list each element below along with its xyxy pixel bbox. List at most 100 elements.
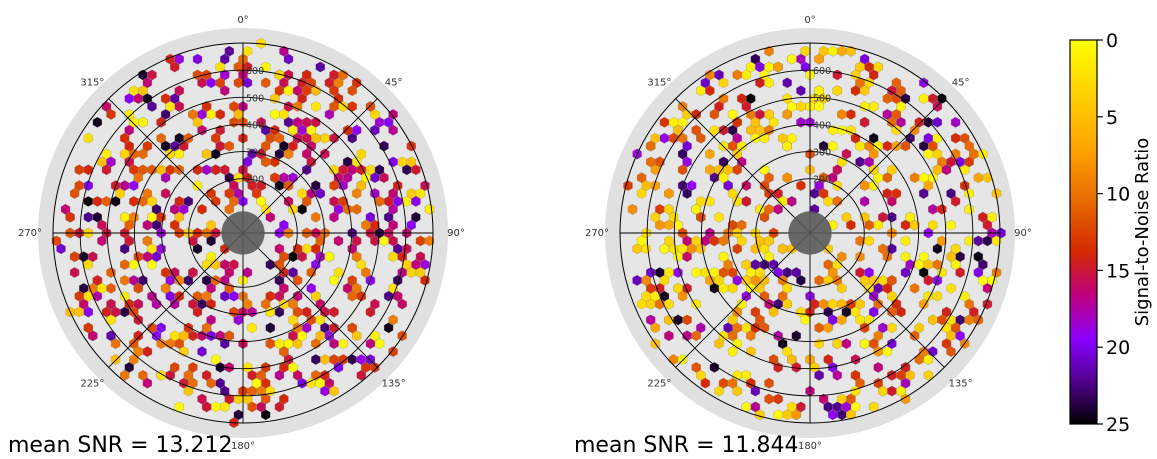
hex-bin (356, 290, 366, 302)
radial-tick-label: 200 (813, 175, 831, 186)
hex-bin (256, 116, 266, 128)
hex-bin (841, 148, 852, 160)
hex-bin (814, 53, 824, 65)
hex-bin (764, 393, 774, 405)
hex-bin (950, 196, 961, 207)
hex-bin (402, 259, 412, 270)
colorbar-tick-label: 25 (1106, 414, 1130, 436)
hex-bin (896, 101, 906, 112)
angular-spoke (675, 232, 811, 368)
hex-bin (69, 188, 80, 199)
hex-bin (165, 148, 175, 160)
hex-bin (206, 251, 216, 263)
hex-bin (700, 377, 710, 389)
radial-tick-label: 500 (246, 93, 264, 104)
hex-bin (664, 203, 674, 215)
angle-tick-label: 180° (798, 441, 822, 452)
hex-bin (905, 211, 915, 223)
hex-bin (224, 393, 234, 405)
hex-bin (919, 93, 929, 104)
hex-bin (92, 116, 103, 128)
radial-tick-label: 600 (813, 66, 831, 77)
hex-bin (120, 290, 130, 302)
hex-bin (814, 85, 824, 97)
hex-bin (900, 362, 911, 373)
hex-bin (796, 275, 806, 286)
colorbar-tick-label: 15 (1106, 260, 1130, 282)
hex-bin (274, 69, 285, 81)
hex-bin (677, 116, 688, 128)
hex-bin (279, 109, 289, 120)
hex-bin (352, 251, 362, 263)
hex-bin (356, 164, 366, 176)
hex-bin (878, 211, 888, 223)
hex-bin (142, 140, 153, 152)
hex-bin (932, 243, 943, 255)
hex-bin (773, 61, 783, 73)
hex-bin (329, 211, 339, 223)
hex-bin (737, 298, 747, 310)
hex-bin (274, 369, 285, 381)
hex-bin (869, 306, 879, 318)
hex-bin (188, 267, 198, 278)
hex-bin (896, 116, 906, 128)
hex-bin (773, 330, 783, 342)
hex-bin (750, 306, 761, 318)
hex-bin (338, 354, 348, 365)
hex-bin (211, 354, 221, 365)
hex-bin (311, 211, 321, 223)
hex-bin (714, 385, 724, 397)
hex-bin (732, 385, 742, 397)
hex-bin (859, 196, 870, 207)
hex-bin (261, 409, 271, 421)
hex-bin (383, 322, 394, 334)
hex-bin (174, 53, 184, 65)
hex-bin (705, 164, 715, 176)
hexbin-layer (51, 37, 435, 429)
angular-spoke (108, 232, 244, 368)
hex-bin (973, 235, 983, 247)
hex-bin (900, 267, 911, 278)
hex-bin (687, 243, 697, 255)
hex-bin (891, 77, 902, 89)
hex-bin (206, 77, 216, 89)
hex-bin (224, 140, 234, 152)
hex-bin (682, 140, 692, 152)
hex-bin (283, 85, 294, 97)
hex-bin (201, 164, 212, 176)
hex-bin (311, 354, 321, 365)
hex-bin (88, 330, 98, 342)
hex-bin (950, 116, 961, 128)
hex-bin (732, 164, 742, 176)
hex-bin (274, 148, 285, 160)
hex-bin (864, 219, 874, 231)
hex-bin (388, 124, 398, 136)
hex-bin (302, 196, 312, 207)
angular-spoke (675, 98, 811, 234)
hex-bin (755, 409, 765, 421)
hex-bin (664, 330, 674, 342)
hex-bin (224, 362, 234, 373)
hex-bin (705, 148, 715, 160)
hex-bin (814, 369, 824, 381)
hex-bin (846, 393, 856, 405)
hex-bin (764, 251, 774, 263)
hex-bin (279, 251, 289, 263)
hex-bin (941, 306, 952, 318)
hex-bin (83, 211, 93, 223)
hex-bin (714, 101, 724, 112)
hex-bin (782, 172, 792, 184)
polar-panel-2: 200 300 400 500 600 0° 45° 90° 135° 180° 225° 270° 3… (574, 15, 1032, 458)
hex-bin (923, 132, 933, 144)
radial-tick-label: 300 (246, 148, 264, 159)
hex-bin (138, 369, 148, 381)
hex-bin (928, 219, 938, 231)
hex-bin (120, 275, 130, 286)
hex-bin (664, 267, 674, 278)
hex-bin (411, 164, 421, 176)
hex-bin (352, 330, 362, 342)
hex-bin (211, 132, 221, 144)
hex-bin (950, 259, 961, 270)
colorbar-tick-label: 5 (1106, 107, 1118, 129)
